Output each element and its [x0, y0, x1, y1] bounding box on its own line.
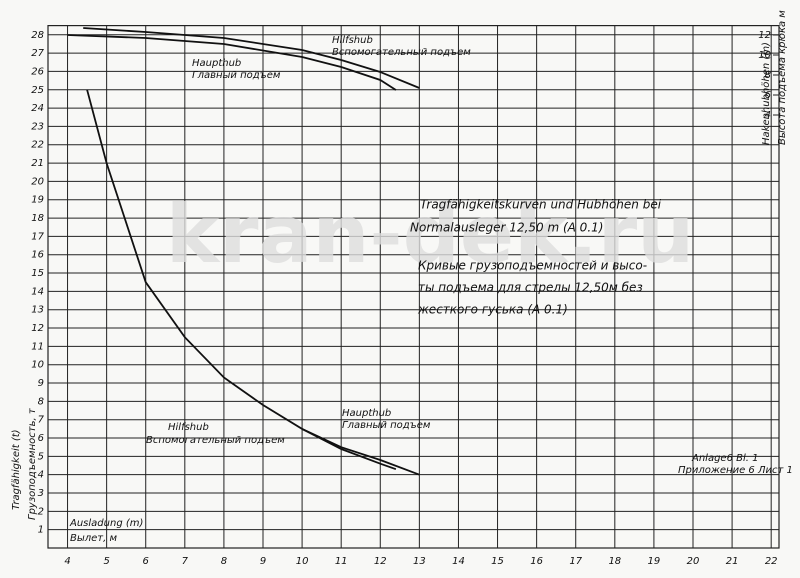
y-tick-label: 8: [38, 396, 44, 407]
title-ru: Кривые грузоподъемностей и высо-: [418, 259, 647, 273]
annotation: Главный подъем: [342, 420, 431, 431]
y2-tick-label: 8: [765, 70, 771, 81]
y2-axis-label: Hakenhubhöhen (m): [761, 42, 772, 145]
y-tick-label: 28: [31, 30, 44, 41]
x-tick-label: 22: [765, 556, 778, 567]
annotation: Hilfshub: [168, 422, 209, 433]
x-tick-label: 14: [452, 556, 465, 567]
y2-axis-label: Высота подъема крюка м: [777, 10, 788, 145]
x-tick-label: 20: [687, 556, 700, 567]
plot-frame: [47, 25, 780, 549]
y-tick-label: 3: [38, 488, 44, 499]
y-tick-label: 10: [31, 360, 44, 371]
x-tick-label: 15: [491, 556, 504, 567]
x-tick-label: 7: [182, 556, 189, 567]
y-tick-label: 18: [31, 213, 44, 224]
y-tick-label: 9: [38, 378, 44, 389]
x-tick-label: 5: [103, 556, 109, 567]
y-tick-label: 14: [31, 286, 44, 297]
y-tick-label: 4: [38, 470, 44, 481]
y-tick-label: 20: [31, 176, 44, 187]
annotation: Вспомогательный подъем: [332, 47, 471, 58]
x-axis-label: Вылет, м: [70, 533, 117, 544]
x-tick-label: 4: [64, 556, 70, 567]
x-tick-label: 16: [530, 556, 543, 567]
y2-tick-label: 6: [765, 90, 771, 101]
x-tick-label: 9: [260, 556, 266, 567]
y-tick-label: 22: [31, 140, 44, 151]
x-tick-label: 12: [374, 556, 387, 567]
annotation: Haupthub: [192, 58, 241, 69]
y-tick-label: 6: [38, 433, 44, 444]
curve: [83, 27, 420, 89]
y-tick-label: 13: [31, 305, 44, 316]
x-axis-label: Ausladung (m): [69, 518, 143, 529]
y-tick-label: 15: [31, 268, 44, 279]
y2-tick-label: 4: [765, 110, 771, 121]
y-tick-label: 23: [31, 121, 44, 132]
chart-subtitle: Normalausleger 12,50 m (A 0.1): [410, 221, 603, 235]
annotation: Главный подъем: [192, 70, 281, 81]
y-tick-label: 1: [38, 525, 44, 536]
x-tick-label: 21: [726, 556, 739, 567]
x-tick-label: 8: [221, 556, 227, 567]
x-tick-label: 13: [413, 556, 426, 567]
y-axis-label: Tragfähigkeit (t): [11, 429, 22, 510]
y-tick-label: 11: [31, 341, 44, 352]
y-tick-label: 7: [38, 415, 45, 426]
curve: [67, 34, 397, 91]
y-tick-label: 25: [31, 85, 44, 96]
x-tick-label: 11: [335, 556, 348, 567]
x-tick-label: 19: [648, 556, 661, 567]
x-tick-label: 18: [608, 556, 621, 567]
title-ru: жесткого гуська (А 0.1): [417, 303, 568, 317]
curve: [86, 89, 420, 476]
y-tick-label: 16: [31, 250, 44, 261]
y2-tick-label: 10: [758, 50, 771, 61]
y-tick-label: 17: [31, 231, 44, 242]
y-tick-label: 24: [31, 103, 44, 114]
note: Anlage6 Bl. 1: [691, 453, 758, 464]
x-tick-label: 6: [143, 556, 149, 567]
annotation: Hilfshub: [332, 35, 373, 46]
x-tick-label: 10: [296, 556, 309, 567]
chart-title: Tragfähigkeitskurven und Hubhöhen bei: [420, 198, 662, 212]
y-tick-label: 2: [38, 506, 44, 517]
y-axis-label: Грузоподъемность, т: [27, 407, 38, 520]
y2-tick-label: 12: [758, 30, 771, 41]
y-tick-label: 27: [31, 48, 44, 59]
note: Приложение 6 Лист 1: [678, 465, 793, 476]
y-tick-label: 5: [38, 451, 44, 462]
y-tick-label: 19: [31, 195, 44, 206]
y-tick-label: 26: [31, 66, 44, 77]
annotation: Вспомогательный подъем: [146, 435, 285, 446]
x-tick-label: 17: [569, 556, 582, 567]
y-tick-label: 21: [31, 158, 44, 169]
watermark: kran-dek.ru: [166, 188, 694, 281]
title-ru: ты подъема для стрелы 12,50м без: [418, 281, 643, 295]
annotation: Haupthub: [342, 408, 391, 419]
curve: [301, 428, 397, 471]
y-tick-label: 12: [31, 323, 44, 334]
